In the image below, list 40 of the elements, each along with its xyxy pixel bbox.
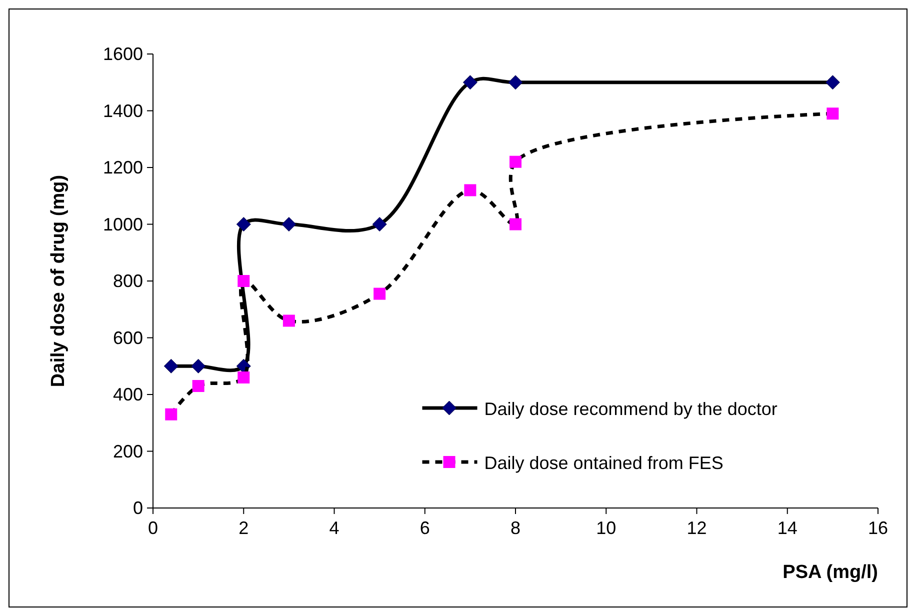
point	[238, 275, 250, 287]
point	[192, 380, 204, 392]
x-tick-label: 12	[686, 518, 707, 538]
x-tick-label: 10	[596, 518, 616, 538]
y-tick-label: 1200	[102, 158, 143, 178]
x-tick-label: 14	[777, 518, 798, 538]
point	[372, 217, 387, 232]
point	[164, 358, 178, 374]
point	[374, 288, 386, 300]
point	[510, 218, 522, 230]
point	[282, 217, 296, 232]
x-axis-title: PSA (mg/l)	[782, 562, 878, 583]
point	[510, 156, 522, 168]
x-tick-label: 2	[238, 518, 249, 538]
y-tick-label: 200	[112, 441, 143, 462]
x-tick-label: 8	[510, 518, 521, 538]
y-tick-label: 800	[112, 271, 143, 291]
legend-label: Daily dose recommend by the doctor	[484, 399, 778, 419]
y-tick-label: 600	[112, 328, 143, 348]
y-tick-label: 0	[132, 498, 143, 518]
point	[508, 75, 523, 90]
legend-label: Daily dose ontained from FES	[484, 453, 724, 473]
point	[165, 408, 178, 420]
point	[826, 108, 839, 120]
point	[236, 217, 251, 232]
point	[464, 184, 476, 196]
y-tick-label: 1400	[102, 100, 143, 121]
y-tick-label: 1000	[102, 214, 143, 234]
x-tick-label: 16	[868, 518, 888, 538]
x-tick-label: 0	[148, 518, 158, 538]
point	[282, 314, 295, 327]
point	[825, 75, 840, 90]
x-tick-label: 4	[329, 518, 340, 538]
y-tick-label: 1600	[102, 44, 143, 64]
point	[191, 358, 206, 374]
x-tick-label: 6	[420, 518, 430, 538]
y-axis-title: Daily dose of drug (mg)	[48, 174, 69, 388]
point	[238, 371, 250, 384]
point	[462, 75, 478, 90]
y-tick-label: 400	[112, 384, 143, 404]
